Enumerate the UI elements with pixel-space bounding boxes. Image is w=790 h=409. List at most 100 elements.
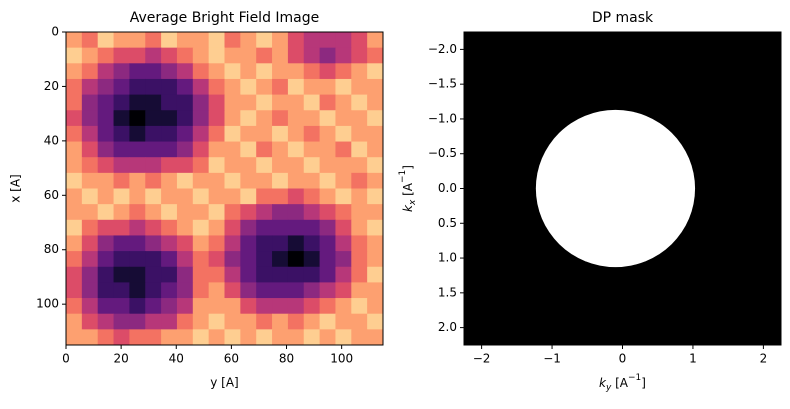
pixel [272,78,289,96]
pixel [224,266,241,283]
pixel [81,32,99,49]
pixel [161,78,178,96]
pixel [319,78,336,96]
pixel [176,141,194,158]
pixel [145,94,162,111]
pixel [176,157,194,174]
pixel [335,251,352,268]
pixel [272,282,289,299]
pixel [81,266,99,283]
exponent: −1 [398,170,408,183]
pixel [224,157,241,174]
pixel [351,78,368,96]
pixel [287,125,305,143]
pixel [335,63,352,80]
pixel [224,32,241,49]
pixel [303,266,321,283]
pixel [97,63,115,80]
pixel [192,78,210,96]
pixel [367,204,384,221]
pixel [81,298,99,315]
pixel [351,110,368,127]
pixel [192,125,210,143]
pixel [256,32,273,49]
pixel [319,282,336,299]
pixel [192,157,210,174]
pixel [303,219,321,236]
pixel [240,235,257,252]
pixel [161,329,178,346]
pixel [97,125,115,143]
pixel [129,298,146,315]
pixel [81,47,99,64]
pixel [129,172,146,189]
pixel [287,313,305,330]
pixel [97,282,115,299]
pixel [319,188,336,205]
pixel [256,188,273,205]
pixel [351,47,368,64]
panel: 0 20 40 60 80 100 0 20 40 60 80 100 Average Bright F… [36,10,384,366]
pixel [129,266,146,283]
unit: [A [401,182,415,199]
pixel [192,298,210,315]
pixel [319,110,336,127]
pixel [367,78,384,96]
y-tick-label: −1.5 [428,77,457,91]
pixel [287,188,305,205]
pixel [351,125,368,143]
pixel [208,94,225,111]
pixel [145,141,162,158]
pixel [287,282,305,299]
pixel [319,47,336,64]
pixel [256,219,273,236]
pixel [256,110,273,127]
pixel [208,172,225,189]
pixel [161,157,178,174]
pixel [272,172,289,189]
pixel [145,63,162,80]
pixel [272,125,289,143]
pixel [145,313,162,330]
subscript: y [605,383,612,393]
pixel [224,110,241,127]
pixel [113,313,130,330]
pixel [335,94,352,111]
pixel [224,298,241,315]
pixel [256,251,273,268]
pixel [113,188,130,205]
pixel [367,329,384,346]
pixel [303,204,321,221]
pixel [240,32,257,49]
pixel [256,235,273,252]
pixel [176,94,194,111]
unit-end: ] [641,376,646,390]
pixel [335,78,352,96]
pixel [319,251,336,268]
pixel [224,63,241,80]
x-tick-label: 100 [330,352,353,366]
pixel [240,282,257,299]
pixel [351,313,368,330]
pixel [335,298,352,315]
pixel [287,329,305,346]
pixel [129,157,146,174]
pixel [192,313,210,330]
pixel [256,125,273,143]
pixel [192,219,210,236]
pixel [161,125,178,143]
pixel [335,204,352,221]
pixel [287,94,305,111]
pixel [192,204,210,221]
pixel [66,298,83,315]
pixel [287,141,305,158]
pixel [66,282,83,299]
pixel [97,188,115,205]
pixel [113,78,130,96]
pixel [367,282,384,299]
pixel [319,172,336,189]
y-tick-label: 80 [44,242,59,256]
pixel [97,157,115,174]
pixel [145,204,162,221]
pixel [145,266,162,283]
